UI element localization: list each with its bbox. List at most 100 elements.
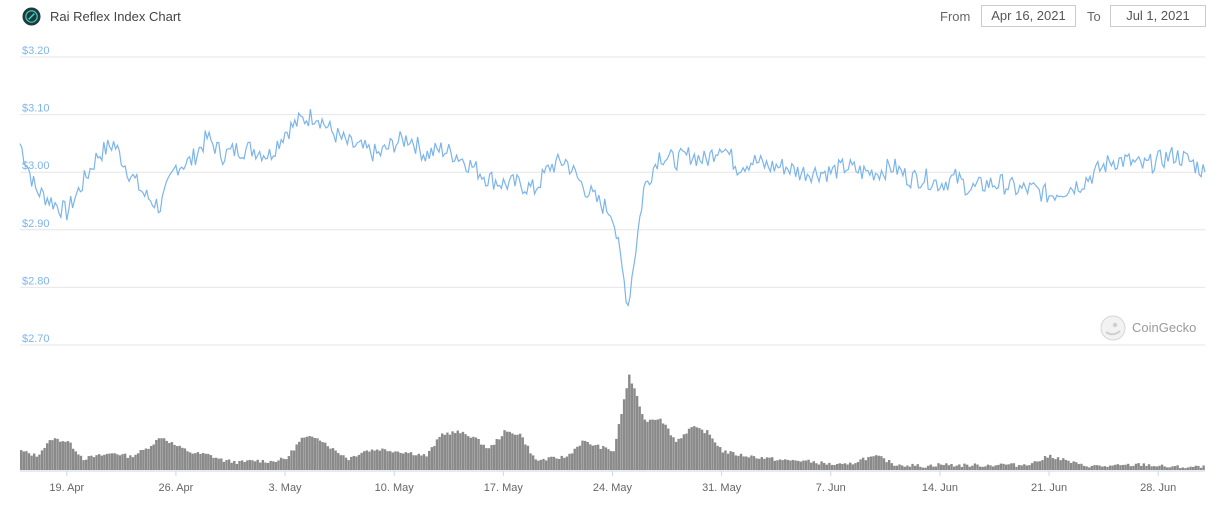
volume-bar xyxy=(864,460,867,470)
volume-bar xyxy=(1072,461,1075,470)
volume-bar xyxy=(175,446,179,470)
volume-bar xyxy=(1056,457,1060,470)
volume-bar xyxy=(643,419,647,470)
volume-bar xyxy=(490,445,493,470)
volume-bar xyxy=(25,451,28,470)
volume-bar xyxy=(604,447,608,470)
volume-bar xyxy=(503,430,506,470)
volume-bar xyxy=(955,465,958,470)
volume-bar xyxy=(404,452,408,470)
volume-bar xyxy=(612,451,615,470)
volume-bar xyxy=(1082,465,1086,470)
gecko-icon xyxy=(1100,315,1126,341)
volume-bar xyxy=(924,467,927,470)
volume-bar xyxy=(162,438,166,470)
volume-bar xyxy=(921,467,925,470)
volume-bar xyxy=(207,453,210,470)
volume-bar xyxy=(487,448,491,470)
volume-bar xyxy=(300,437,304,470)
volume-bar xyxy=(79,455,83,470)
volume-bar xyxy=(908,466,912,470)
volume-bar xyxy=(646,421,649,470)
x-tick-label: 7. Jun xyxy=(816,482,846,494)
volume-bar xyxy=(321,442,324,470)
volume-bar xyxy=(989,465,992,470)
volume-bar xyxy=(84,459,88,470)
volume-bar xyxy=(680,438,683,470)
volume-bar xyxy=(698,428,701,470)
volume-bar xyxy=(999,463,1003,470)
volume-bar xyxy=(810,462,813,470)
volume-bar xyxy=(378,450,382,470)
volume-bar xyxy=(825,464,828,470)
volume-bar xyxy=(474,437,478,470)
volume-bar xyxy=(485,448,488,470)
volume-bar xyxy=(1132,465,1135,470)
volume-bar xyxy=(700,429,704,470)
volume-bar xyxy=(776,460,779,470)
volume-bar xyxy=(82,460,85,470)
volume-bar xyxy=(786,459,790,470)
volume-bar xyxy=(872,456,875,470)
volume-bar xyxy=(238,460,241,470)
volume-bar xyxy=(534,459,537,470)
volume-bar xyxy=(38,454,41,470)
volume-bar xyxy=(583,440,587,470)
from-date-input[interactable]: Apr 16, 2021 xyxy=(981,5,1076,27)
chart-header: Rai Reflex Index Chart From Apr 16, 2021… xyxy=(0,0,1227,34)
x-axis-ticks: 19. Apr 26. Apr 3. May 10. May 17. May 24. Ma… xyxy=(20,470,1205,494)
volume-bar xyxy=(620,414,623,470)
to-date-input[interactable]: Jul 1, 2021 xyxy=(1110,5,1206,27)
volume-bar xyxy=(45,443,49,470)
volume-bar xyxy=(607,449,610,470)
volume-bar xyxy=(256,459,259,470)
volume-bar xyxy=(103,454,106,470)
volume-bar xyxy=(425,456,428,470)
volume-bar xyxy=(555,458,558,470)
volume-bar xyxy=(537,460,540,470)
volume-bar xyxy=(1064,459,1068,470)
volume-bar xyxy=(820,461,823,470)
volume-bar xyxy=(531,455,535,470)
volume-bar xyxy=(846,464,849,470)
volume-bar xyxy=(412,455,415,470)
volume-bar xyxy=(822,462,826,470)
volume-bar xyxy=(544,460,548,470)
x-tick-label: 3. May xyxy=(269,482,303,494)
volume-bar xyxy=(248,459,252,470)
volume-bar xyxy=(287,456,291,470)
volume-bar xyxy=(508,431,511,470)
volume-bar xyxy=(516,434,519,470)
volume-bar xyxy=(157,438,161,470)
volume-bar xyxy=(693,426,696,470)
volume-bar xyxy=(1166,467,1169,470)
volume-bar xyxy=(578,445,582,470)
volume-bar xyxy=(521,437,524,470)
price-line xyxy=(19,109,1206,307)
volume-bar xyxy=(391,452,395,470)
volume-bar xyxy=(721,452,725,470)
volume-bar xyxy=(311,436,314,470)
volume-bar xyxy=(542,458,545,470)
volume-bar xyxy=(768,457,771,470)
volume-bar xyxy=(51,440,54,470)
volume-bar xyxy=(828,462,831,470)
volume-bar xyxy=(456,430,459,470)
volume-bar xyxy=(861,457,865,470)
volume-bar xyxy=(64,441,67,470)
from-label: From xyxy=(940,9,971,24)
volume-bar xyxy=(500,436,504,470)
volume-bar xyxy=(1059,460,1062,470)
volume-bar xyxy=(251,460,254,470)
volume-bar xyxy=(708,434,712,470)
volume-bar xyxy=(20,450,23,470)
volume-bar xyxy=(763,458,766,470)
volume-bar xyxy=(958,464,961,470)
volume-bar xyxy=(308,435,311,470)
volume-bar xyxy=(479,444,483,470)
volume-bar xyxy=(841,463,844,470)
volume-bar xyxy=(994,465,997,470)
volume-bar xyxy=(191,453,194,470)
volume-bar xyxy=(817,464,821,470)
